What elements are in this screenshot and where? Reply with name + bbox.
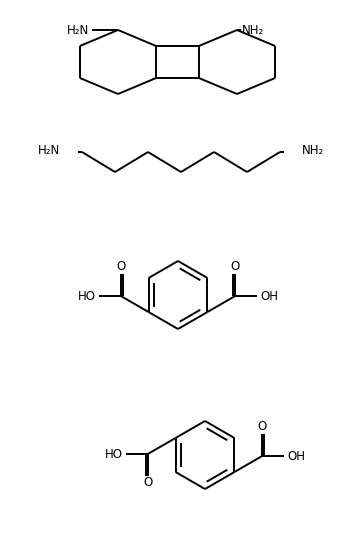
Text: O: O — [116, 261, 125, 273]
Text: NH₂: NH₂ — [242, 23, 264, 36]
Text: O: O — [231, 261, 240, 273]
Text: OH: OH — [287, 449, 305, 463]
Text: O: O — [143, 477, 152, 489]
Text: HO: HO — [105, 448, 123, 461]
Text: O: O — [257, 421, 267, 433]
Text: OH: OH — [260, 289, 278, 303]
Text: H₂N: H₂N — [38, 144, 60, 157]
Text: HO: HO — [78, 289, 96, 303]
Text: H₂N: H₂N — [67, 23, 89, 36]
Text: NH₂: NH₂ — [302, 144, 324, 157]
